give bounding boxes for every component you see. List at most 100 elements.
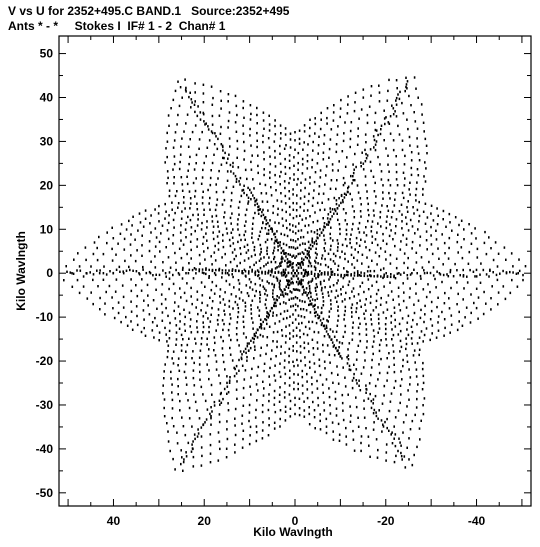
uv-point bbox=[222, 298, 225, 301]
uv-point bbox=[437, 315, 440, 318]
uv-point bbox=[357, 344, 360, 347]
uv-point bbox=[247, 202, 249, 205]
uv-point bbox=[394, 379, 397, 383]
uv-point bbox=[221, 269, 224, 272]
uv-point bbox=[217, 177, 219, 180]
uv-point bbox=[441, 310, 443, 314]
x-tick-label: 40 bbox=[107, 514, 121, 528]
uv-point bbox=[325, 165, 328, 168]
uv-point bbox=[194, 82, 196, 85]
uv-point bbox=[135, 270, 138, 273]
uv-point bbox=[276, 266, 278, 269]
uv-point bbox=[431, 332, 433, 335]
uv-point bbox=[192, 440, 194, 443]
uv-point bbox=[211, 300, 214, 303]
uv-point bbox=[207, 246, 209, 250]
uv-point bbox=[432, 219, 435, 222]
uv-point bbox=[328, 395, 331, 399]
uv-point bbox=[425, 327, 428, 330]
uv-point bbox=[330, 271, 333, 274]
uv-point bbox=[327, 273, 329, 276]
uv-point bbox=[358, 244, 361, 247]
uv-point bbox=[170, 370, 172, 374]
uv-point bbox=[380, 170, 383, 173]
uv-point bbox=[189, 197, 192, 200]
uv-point bbox=[194, 189, 197, 193]
uv-point bbox=[244, 305, 247, 308]
uv-point bbox=[265, 192, 268, 195]
uv-point bbox=[199, 370, 201, 374]
uv-point bbox=[376, 243, 379, 247]
uv-point bbox=[294, 247, 297, 250]
uv-point bbox=[233, 366, 235, 370]
uv-point bbox=[166, 155, 168, 159]
uv-point bbox=[102, 252, 105, 256]
uv-point bbox=[319, 169, 322, 172]
uv-point bbox=[279, 241, 281, 244]
uv-point bbox=[251, 299, 254, 302]
uv-point bbox=[236, 303, 239, 306]
uv-point bbox=[420, 256, 423, 259]
uv-point bbox=[227, 157, 229, 160]
uv-point bbox=[226, 420, 228, 423]
uv-point bbox=[202, 113, 205, 116]
uv-point bbox=[220, 99, 222, 102]
uv-point bbox=[419, 244, 421, 247]
uv-point bbox=[170, 377, 172, 380]
uv-point bbox=[485, 273, 488, 276]
uv-point bbox=[230, 231, 233, 234]
uv-point bbox=[237, 166, 240, 169]
uv-point bbox=[311, 241, 314, 244]
uv-point bbox=[243, 149, 246, 153]
uv-point bbox=[429, 290, 431, 294]
uv-point bbox=[235, 295, 237, 298]
uv-point bbox=[364, 303, 366, 306]
uv-point bbox=[385, 443, 388, 446]
uv-point bbox=[240, 238, 242, 242]
uv-point bbox=[217, 137, 219, 141]
uv-point bbox=[280, 257, 283, 261]
uv-point bbox=[158, 220, 160, 223]
uv-point bbox=[415, 292, 417, 295]
uv-point bbox=[366, 154, 369, 157]
uv-point bbox=[402, 196, 405, 200]
uv-point bbox=[373, 335, 376, 338]
uv-point bbox=[234, 269, 237, 273]
uv-point bbox=[172, 168, 174, 171]
uv-point bbox=[262, 335, 264, 338]
uv-point bbox=[286, 279, 289, 283]
uv-point bbox=[268, 314, 270, 317]
uv-point bbox=[382, 239, 384, 242]
uv-point bbox=[284, 194, 287, 198]
uv-point bbox=[199, 111, 202, 114]
uv-point bbox=[312, 305, 314, 308]
uv-point bbox=[333, 335, 336, 338]
uv-point bbox=[418, 427, 421, 430]
uv-point bbox=[339, 355, 341, 358]
uv-point bbox=[141, 278, 143, 281]
uv-point bbox=[319, 263, 322, 266]
uv-point bbox=[295, 202, 298, 205]
uv-point bbox=[303, 274, 306, 277]
uv-point bbox=[219, 301, 222, 304]
uv-point bbox=[338, 160, 340, 163]
uv-point bbox=[111, 296, 113, 299]
uv-point bbox=[344, 219, 347, 222]
uv-point bbox=[174, 131, 177, 134]
uv-point bbox=[319, 283, 322, 286]
uv-point bbox=[234, 300, 237, 304]
uv-point bbox=[301, 251, 304, 254]
uv-point bbox=[360, 271, 362, 274]
uv-point bbox=[307, 251, 310, 255]
uv-point bbox=[323, 271, 326, 274]
uv-point bbox=[435, 336, 438, 339]
uv-point bbox=[232, 228, 234, 231]
uv-point bbox=[169, 266, 172, 269]
uv-point bbox=[395, 178, 398, 181]
uv-point bbox=[218, 169, 220, 173]
uv-point bbox=[494, 241, 497, 244]
y-tick-label: 50 bbox=[40, 47, 54, 61]
uv-point bbox=[201, 130, 203, 134]
uv-point bbox=[295, 341, 298, 344]
uv-point bbox=[181, 277, 184, 280]
